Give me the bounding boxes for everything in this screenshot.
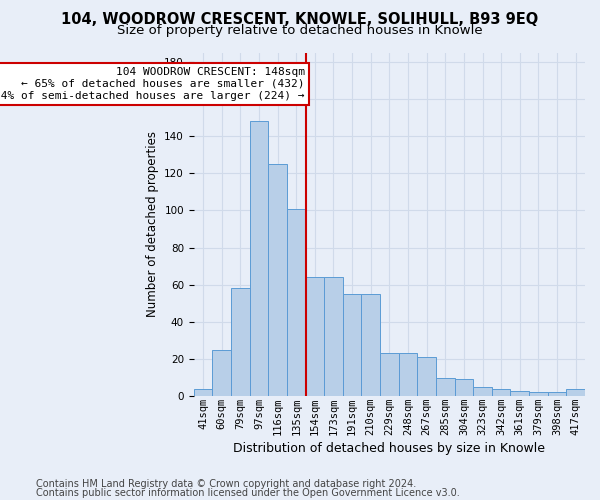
- Bar: [194, 388, 212, 396]
- Text: Contains HM Land Registry data © Crown copyright and database right 2024.: Contains HM Land Registry data © Crown c…: [36, 479, 416, 489]
- Bar: [287, 208, 305, 396]
- Bar: [361, 294, 380, 396]
- Bar: [473, 387, 492, 396]
- Bar: [455, 380, 473, 396]
- Bar: [398, 354, 418, 396]
- Text: 104 WOODROW CRESCENT: 148sqm
← 65% of detached houses are smaller (432)
34% of s: 104 WOODROW CRESCENT: 148sqm ← 65% of de…: [0, 68, 305, 100]
- Bar: [380, 354, 398, 396]
- Bar: [343, 294, 361, 396]
- Bar: [268, 164, 287, 396]
- X-axis label: Distribution of detached houses by size in Knowle: Distribution of detached houses by size …: [233, 442, 545, 455]
- Bar: [511, 390, 529, 396]
- Text: 104, WOODROW CRESCENT, KNOWLE, SOLIHULL, B93 9EQ: 104, WOODROW CRESCENT, KNOWLE, SOLIHULL,…: [61, 12, 539, 26]
- Bar: [212, 350, 231, 396]
- Bar: [436, 378, 455, 396]
- Bar: [492, 388, 511, 396]
- Bar: [324, 278, 343, 396]
- Bar: [566, 388, 585, 396]
- Text: Contains public sector information licensed under the Open Government Licence v3: Contains public sector information licen…: [36, 488, 460, 498]
- Bar: [250, 121, 268, 396]
- Y-axis label: Number of detached properties: Number of detached properties: [146, 132, 159, 318]
- Bar: [418, 357, 436, 396]
- Bar: [305, 278, 324, 396]
- Bar: [231, 288, 250, 396]
- Bar: [529, 392, 548, 396]
- Bar: [548, 392, 566, 396]
- Text: Size of property relative to detached houses in Knowle: Size of property relative to detached ho…: [117, 24, 483, 37]
